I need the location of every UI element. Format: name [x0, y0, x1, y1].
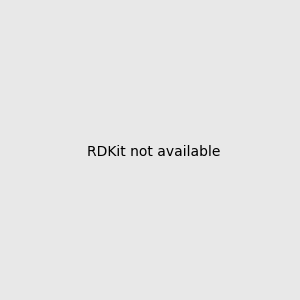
Text: RDKit not available: RDKit not available	[87, 145, 220, 158]
